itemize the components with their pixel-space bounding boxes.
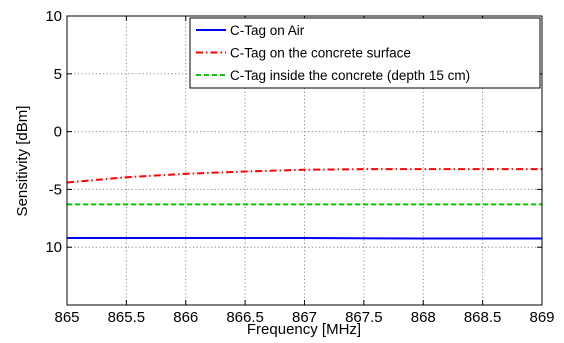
x-tick-label: 865.5: [108, 309, 146, 326]
y-tick-label: -5: [49, 181, 62, 198]
legend-box: [189, 17, 541, 89]
series-line-1: [67, 236, 542, 240]
y-tick-label: 10: [45, 239, 62, 256]
x-tick-label: 865: [54, 309, 79, 326]
series-line-2: [66, 168, 542, 184]
ticks: 865 865.5 866 866.5 867 867.5 868 868.5 869 10 5 0 -…: [45, 8, 554, 326]
y-tick-label: 5: [54, 66, 62, 83]
y-tick-label: 10: [45, 8, 62, 25]
x-tick-label: 868: [411, 309, 436, 326]
legend-label-2: C-Tag on the concrete surface: [230, 46, 411, 61]
legend-label-1: C-Tag on Air: [230, 23, 305, 38]
x-tick-label: 868.5: [464, 309, 502, 326]
series-lines: [66, 168, 542, 240]
x-tick-label: 866: [173, 309, 198, 326]
legend-label-3: C-Tag inside the concrete (depth 15 cm): [230, 68, 470, 83]
x-tick-label: 867: [292, 309, 317, 326]
y-tick-label: 0: [54, 124, 62, 141]
legend: C-Tag on Air C-Tag on the concrete surfac…: [189, 17, 541, 89]
x-tick-label: 867.5: [345, 309, 383, 326]
x-tick-label: 866.5: [226, 309, 264, 326]
x-tick-label: 869: [529, 309, 554, 326]
x-axis-label: Frequency [MHz]: [247, 321, 361, 338]
y-axis-label: Sensitivity [dBm]: [14, 106, 31, 217]
grid: [67, 16, 542, 305]
